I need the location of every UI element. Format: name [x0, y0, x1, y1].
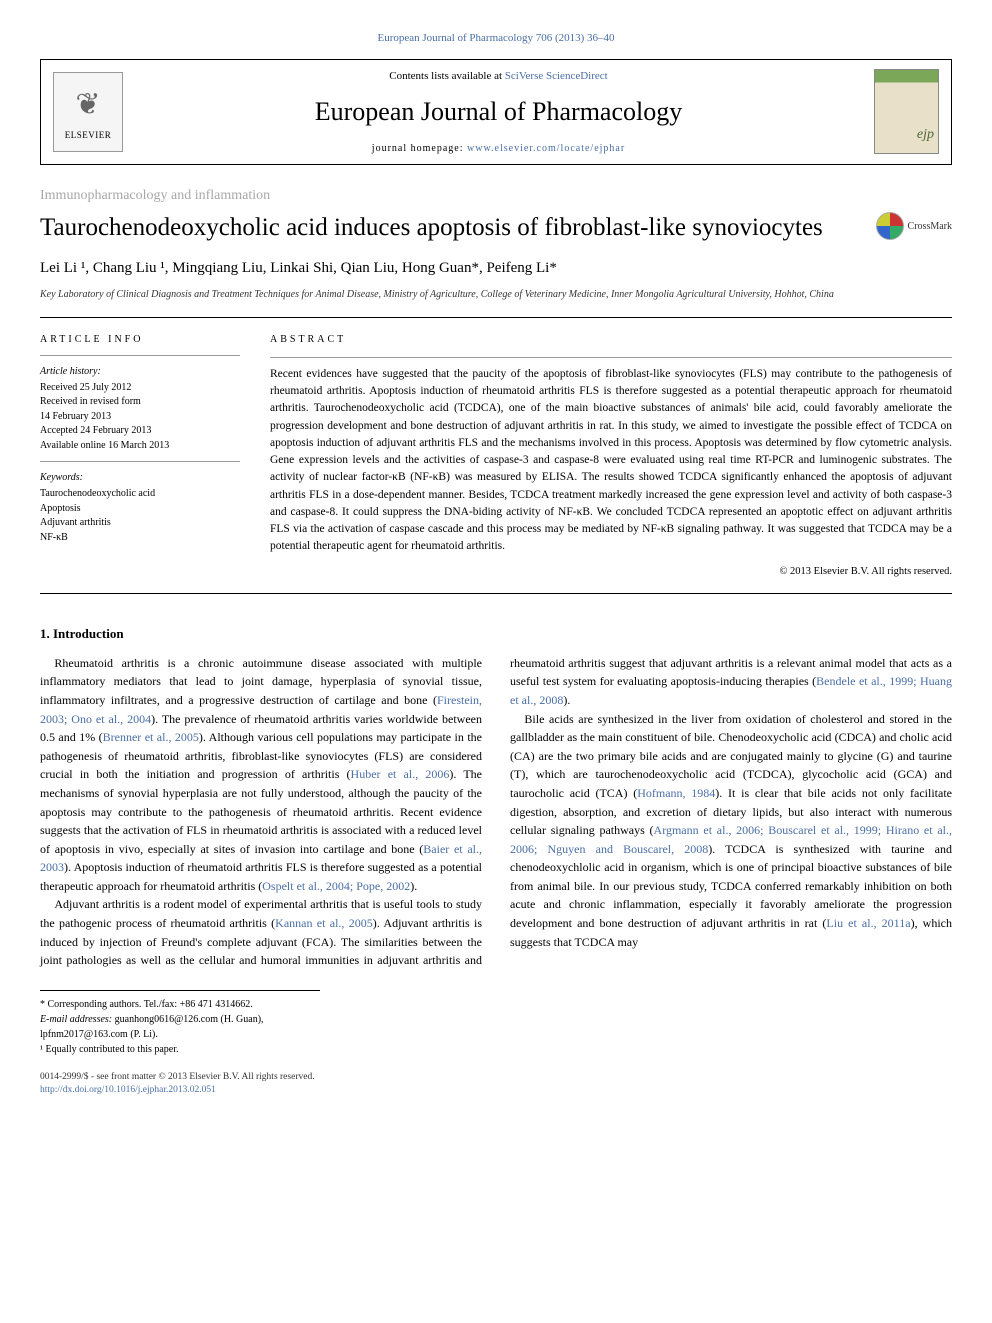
- bottom-meta: 0014-2999/$ - see front matter © 2013 El…: [40, 1071, 952, 1098]
- intro-p1: Rheumatoid arthritis is a chronic autoim…: [40, 654, 482, 896]
- homepage-link[interactable]: www.elsevier.com/locate/ejphar: [467, 143, 625, 154]
- contents-prefix: Contents lists available at: [389, 70, 504, 82]
- abstract-rule: [270, 357, 952, 358]
- elsevier-logo: ❦ ELSEVIER: [53, 72, 123, 152]
- article-info: ARTICLE INFO Article history: Received 2…: [40, 332, 240, 580]
- abstract-copyright: © 2013 Elsevier B.V. All rights reserved…: [270, 564, 952, 580]
- ref-link[interactable]: Hofmann, 1984: [637, 786, 715, 800]
- crossmark-badge[interactable]: CrossMark: [876, 212, 952, 240]
- elsevier-tree-icon: ❦: [75, 82, 100, 127]
- abstract-column: ABSTRACT Recent evidences have suggested…: [270, 332, 952, 580]
- journal-ref-link[interactable]: European Journal of Pharmacology 706 (20…: [377, 32, 614, 44]
- history-label: Article history:: [40, 364, 240, 379]
- contents-line: Contents lists available at SciVerse Sci…: [143, 68, 854, 85]
- abstract-heading: ABSTRACT: [270, 332, 952, 347]
- ref-link[interactable]: Huber et al., 2006: [351, 767, 450, 781]
- ref-link[interactable]: Ospelt et al., 2004; Pope, 2002: [262, 879, 410, 893]
- homepage-prefix: journal homepage:: [372, 143, 467, 154]
- intro-p3: Bile acids are synthesized in the liver …: [510, 710, 952, 952]
- article-info-heading: ARTICLE INFO: [40, 332, 240, 347]
- keywords-label: Keywords:: [40, 470, 240, 485]
- ref-link[interactable]: Liu et al., 2011a: [826, 916, 910, 930]
- elsevier-label: ELSEVIER: [65, 129, 112, 143]
- intro-body: Rheumatoid arthritis is a chronic autoim…: [40, 654, 952, 970]
- journal-name: European Journal of Pharmacology: [143, 92, 854, 131]
- corresponding-note: * Corresponding authors. Tel./fax: +86 4…: [40, 997, 320, 1012]
- footnotes: * Corresponding authors. Tel./fax: +86 4…: [40, 990, 320, 1057]
- history-text: Received 25 July 2012 Received in revise…: [40, 381, 240, 454]
- ref-link[interactable]: Brenner et al., 2005: [103, 730, 199, 744]
- crossmark-icon: [876, 212, 904, 240]
- journal-header: ❦ ELSEVIER Contents lists available at S…: [40, 59, 952, 166]
- header-center: Contents lists available at SciVerse Sci…: [143, 68, 854, 157]
- separator-2: [40, 593, 952, 594]
- front-matter-line: 0014-2999/$ - see front matter © 2013 El…: [40, 1071, 952, 1084]
- section-tag: Immunopharmacology and inflammation: [40, 185, 952, 206]
- intro-heading: 1. Introduction: [40, 624, 952, 644]
- homepage-line: journal homepage: www.elsevier.com/locat…: [143, 141, 854, 156]
- info-abstract-row: ARTICLE INFO Article history: Received 2…: [40, 332, 952, 580]
- article-title: Taurochenodeoxycholic acid induces apopt…: [40, 212, 856, 243]
- equal-contrib-note: ¹ Equally contributed to this paper.: [40, 1042, 320, 1057]
- keywords-text: Taurochenodeoxycholic acid Apoptosis Adj…: [40, 487, 240, 545]
- email-line: E-mail addresses: guanhong0616@126.com (…: [40, 1012, 320, 1027]
- abstract-text: Recent evidences have suggested that the…: [270, 366, 952, 556]
- separator: [40, 317, 952, 318]
- ref-link[interactable]: Kannan et al., 2005: [275, 916, 373, 930]
- info-rule: [40, 355, 240, 356]
- info-rule-2: [40, 461, 240, 462]
- title-row: Taurochenodeoxycholic acid induces apopt…: [40, 212, 952, 243]
- affiliation: Key Laboratory of Clinical Diagnosis and…: [40, 288, 952, 301]
- journal-cover-icon: [874, 69, 939, 154]
- email-line-2: lpfnm2017@163.com (P. Li).: [40, 1027, 320, 1042]
- authors: Lei Li ¹, Chang Liu ¹, Mingqiang Liu, Li…: [40, 257, 952, 280]
- sciencedirect-link[interactable]: SciVerse ScienceDirect: [505, 70, 608, 82]
- crossmark-label: CrossMark: [908, 219, 952, 234]
- doi-link[interactable]: http://dx.doi.org/10.1016/j.ejphar.2013.…: [40, 1085, 216, 1095]
- introduction-section: 1. Introduction Rheumatoid arthritis is …: [40, 624, 952, 970]
- journal-reference: European Journal of Pharmacology 706 (20…: [40, 30, 952, 47]
